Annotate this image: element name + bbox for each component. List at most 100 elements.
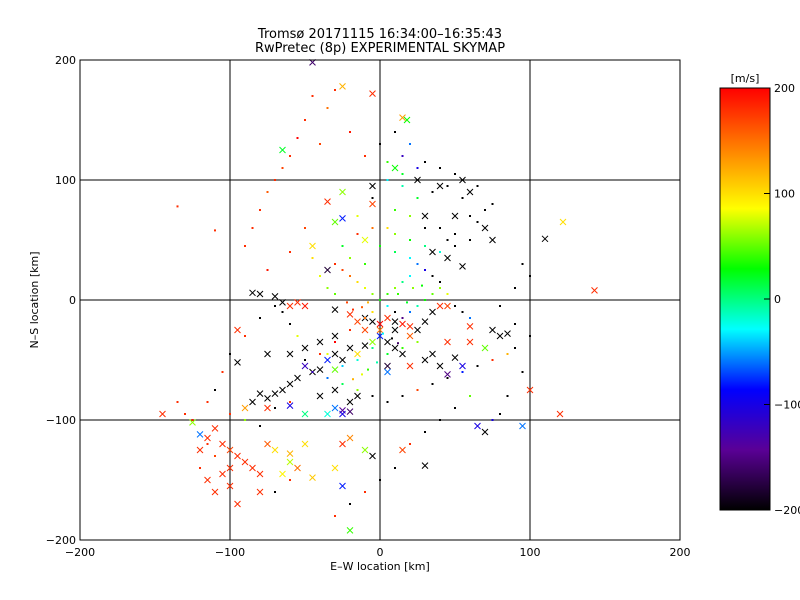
data-point-cross: [309, 242, 316, 250]
data-point-dot: [394, 467, 396, 469]
data-point-cross: [211, 488, 219, 496]
data-point-dot: [352, 378, 354, 381]
y-tick-label: 200: [55, 54, 76, 67]
data-point-dot: [364, 155, 366, 157]
data-point-dot: [454, 173, 456, 175]
data-point-dot: [409, 311, 411, 313]
data-point-cross: [421, 462, 429, 469]
data-point-dot: [431, 383, 434, 385]
data-point-dot: [221, 371, 224, 373]
data-point-cross: [331, 350, 339, 358]
data-point-cross: [241, 404, 249, 412]
data-point-cross: [436, 182, 444, 190]
data-point-dot: [251, 227, 254, 229]
data-point-cross: [264, 395, 271, 402]
data-point-cross: [324, 198, 331, 205]
data-point-cross: [354, 318, 361, 325]
data-point-dot: [401, 173, 404, 175]
data-point-dot: [281, 311, 284, 313]
data-points: [159, 59, 598, 534]
chart-title: Tromsø 20171115 16:34:00–16:35:43: [257, 27, 503, 42]
data-point-dot: [446, 239, 449, 241]
data-point-cross: [331, 332, 339, 340]
data-point-cross: [444, 371, 451, 378]
data-point-cross: [264, 440, 271, 448]
data-point-dot: [349, 329, 351, 331]
data-point-cross: [504, 330, 511, 337]
data-point-dot: [401, 185, 404, 187]
data-point-dot: [416, 197, 419, 199]
data-point-cross: [256, 470, 264, 478]
data-point-cross: [339, 215, 346, 222]
data-point-cross: [376, 320, 384, 328]
data-point-cross: [361, 446, 369, 454]
data-point-dot: [499, 413, 501, 415]
y-tick-label: 0: [69, 294, 76, 307]
data-point-cross: [204, 434, 211, 442]
data-point-cross: [316, 338, 324, 346]
data-point-cross: [189, 419, 196, 426]
data-point-dot: [424, 161, 426, 163]
data-point-dot: [379, 143, 381, 145]
colorbar-label: [m/s]: [731, 72, 760, 85]
data-point-dot: [191, 419, 194, 421]
data-point-dot: [371, 311, 374, 313]
data-point-cross: [361, 342, 369, 349]
data-point-cross: [399, 114, 406, 121]
data-point-cross: [316, 366, 324, 373]
data-point-dot: [454, 245, 456, 247]
data-point-cross: [279, 470, 286, 478]
data-point-cross: [444, 302, 451, 310]
data-point-cross: [294, 299, 301, 306]
data-point-dot: [281, 167, 284, 169]
data-point-dot: [454, 305, 456, 307]
data-point-dot: [401, 395, 404, 397]
data-point-dot: [341, 365, 344, 367]
data-point-dot: [506, 353, 509, 355]
data-point-dot: [439, 281, 441, 283]
data-point-cross: [226, 446, 234, 454]
data-point-dot: [394, 287, 396, 289]
data-point-cross: [346, 398, 354, 406]
data-point-cross: [444, 338, 451, 346]
data-point-cross: [421, 356, 429, 364]
data-point-cross: [249, 289, 256, 297]
data-point-cross: [481, 344, 489, 352]
data-point-dot: [386, 227, 389, 229]
data-point-cross: [406, 323, 414, 330]
data-point-dot: [311, 371, 314, 373]
x-tick-label: 200: [670, 546, 691, 559]
data-point-dot: [352, 308, 354, 311]
data-point-dot: [401, 347, 404, 349]
data-point-cross: [361, 326, 369, 334]
data-point-dot: [379, 245, 381, 247]
chart-subtitle: RwPretec (8p) EXPERIMENTAL SKYMAP: [254, 41, 506, 56]
data-point-cross: [436, 362, 444, 370]
data-point-cross: [339, 83, 346, 90]
data-point-dot: [416, 305, 419, 307]
data-point-cross: [466, 188, 474, 196]
data-point-dot: [206, 443, 209, 445]
data-point-cross: [481, 224, 489, 232]
data-point-dot: [304, 227, 306, 229]
data-point-cross: [429, 350, 436, 358]
data-point-dot: [514, 323, 516, 325]
data-point-cross: [286, 402, 294, 409]
data-point-dot: [289, 401, 291, 403]
x-tick-label: 0: [377, 546, 384, 559]
data-point-cross: [324, 410, 331, 418]
data-point-cross: [286, 450, 294, 457]
data-point-cross: [466, 338, 474, 346]
data-point-cross: [234, 359, 241, 366]
data-point-cross: [219, 440, 226, 448]
data-point-dot: [244, 335, 246, 337]
data-point-cross: [256, 488, 264, 496]
data-point-dot: [376, 361, 378, 364]
data-point-cross: [474, 422, 481, 430]
data-point-dot: [304, 359, 306, 361]
data-point-cross: [271, 390, 279, 397]
data-point-cross: [301, 440, 309, 448]
data-point-dot: [296, 335, 299, 337]
data-point-dot: [356, 215, 359, 217]
data-point-dot: [371, 395, 374, 397]
